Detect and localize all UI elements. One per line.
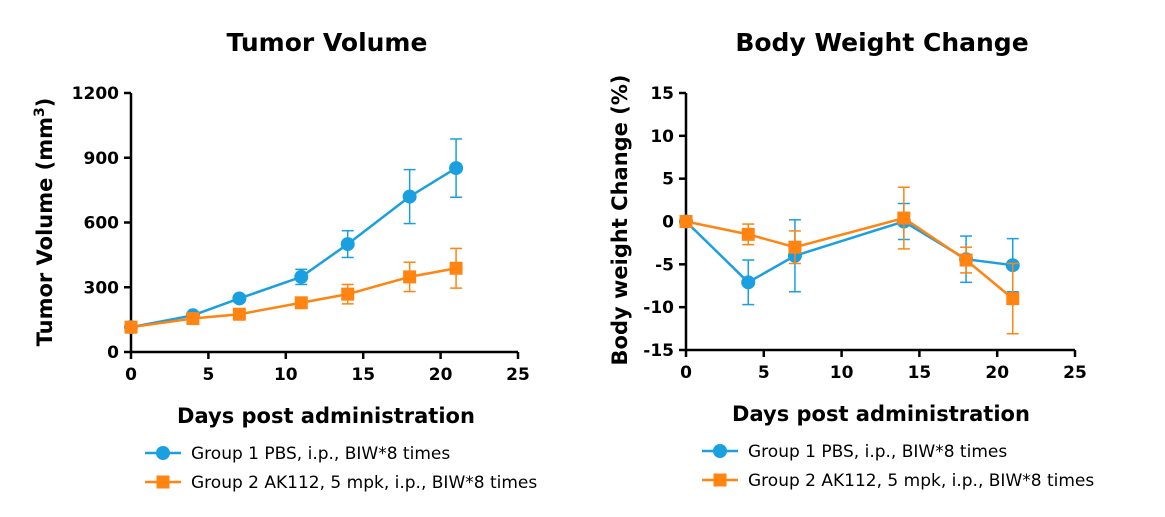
data-point	[741, 227, 755, 241]
y-tick-label: 0	[662, 213, 674, 233]
x-tick-label: 25	[1063, 363, 1087, 383]
y-tick-label: 300	[84, 278, 120, 298]
y-tick-label: 0	[107, 343, 119, 363]
data-point	[232, 291, 247, 306]
x-tick-label: 0	[125, 365, 137, 385]
series-2	[124, 247, 463, 334]
x-tick-label: 15	[351, 365, 375, 385]
y-tick-label: 15	[650, 84, 674, 104]
x-tick-label: 25	[506, 365, 530, 385]
tumor-volume-chart: Tumor Volume Days post administration Tu…	[32, 28, 530, 428]
y-axis-label-main: Tumor Volume (mm	[33, 117, 57, 346]
data-point	[741, 275, 756, 290]
legend-item: Group 1 PBS, i.p., BIW*8 times	[145, 444, 450, 464]
legend-item: Group 2 AK112, 5 mpk, i.p., BIW*8 times	[702, 471, 1094, 491]
x-tick-label: 0	[680, 363, 692, 383]
legend-label: Group 1 PBS, i.p., BIW*8 times	[748, 442, 1007, 462]
legend-marker	[156, 475, 170, 489]
y-tick-label: -15	[643, 341, 674, 361]
y-tick-label: 1200	[72, 84, 119, 104]
data-point	[449, 161, 464, 176]
data-point	[449, 261, 463, 275]
y-tick-label: 10	[650, 127, 674, 147]
y-axis-label-superscript: 3	[32, 107, 48, 117]
y-axis-label: Body weight Change (%)	[608, 75, 632, 366]
data-point	[341, 287, 355, 301]
x-tick-label: 20	[429, 365, 453, 385]
series-layer	[124, 138, 464, 335]
data-point	[186, 312, 200, 326]
data-point	[403, 270, 417, 284]
x-tick-label: 5	[758, 363, 770, 383]
x-tick-label: 20	[985, 363, 1009, 383]
legend-item: Group 1 PBS, i.p., BIW*8 times	[702, 442, 1007, 462]
x-tick-label: 10	[830, 363, 854, 383]
data-point	[897, 211, 911, 225]
x-tick-label: 10	[274, 365, 298, 385]
legend-marker	[713, 444, 727, 458]
x-tick-label: 15	[908, 363, 932, 383]
data-point	[294, 296, 308, 310]
y-tick-label: -5	[655, 255, 674, 275]
chart-title: Body Weight Change	[735, 28, 1028, 57]
x-axis-label: Days post administration	[177, 404, 475, 428]
y-tick-label: 900	[84, 149, 120, 169]
x-axis-label: Days post administration	[732, 402, 1030, 426]
legend-label: Group 2 AK112, 5 mpk, i.p., BIW*8 times	[191, 473, 537, 493]
legend-marker	[713, 473, 727, 487]
x-tick-label: 5	[202, 365, 214, 385]
y-tick-label: -10	[643, 298, 674, 318]
data-point	[679, 215, 693, 228]
axes: 0 5 10 15 20 25 0 300 600 900 1200	[72, 84, 530, 385]
data-point	[959, 253, 973, 267]
y-tick-label: 600	[84, 214, 120, 234]
series-2	[679, 186, 1020, 335]
series-line	[685, 220, 1013, 284]
legend-label: Group 1 PBS, i.p., BIW*8 times	[191, 444, 450, 464]
data-point	[402, 189, 417, 204]
legend-left: Group 1 PBS, i.p., BIW*8 times Group 2 AK…	[145, 444, 537, 493]
y-axis-label-close: )	[33, 98, 57, 108]
y-axis-label: Tumor Volume (mm3)	[32, 98, 57, 347]
data-point	[1006, 292, 1020, 306]
series-line	[685, 216, 1014, 300]
legend-right: Group 1 PBS, i.p., BIW*8 times Group 2 AK…	[702, 442, 1094, 491]
legend-item: Group 2 AK112, 5 mpk, i.p., BIW*8 times	[145, 473, 537, 493]
data-point	[294, 269, 309, 284]
legend-marker	[156, 446, 170, 460]
y-tick-label: 5	[662, 170, 674, 190]
data-point	[124, 320, 138, 334]
series-layer	[679, 186, 1020, 335]
data-point	[788, 240, 802, 254]
data-point	[340, 237, 355, 252]
legend-label: Group 2 AK112, 5 mpk, i.p., BIW*8 times	[748, 471, 1094, 491]
body-weight-change-chart: Body Weight Change Days post administrat…	[608, 28, 1087, 426]
data-point	[232, 307, 246, 321]
chart-title: Tumor Volume	[227, 28, 428, 57]
